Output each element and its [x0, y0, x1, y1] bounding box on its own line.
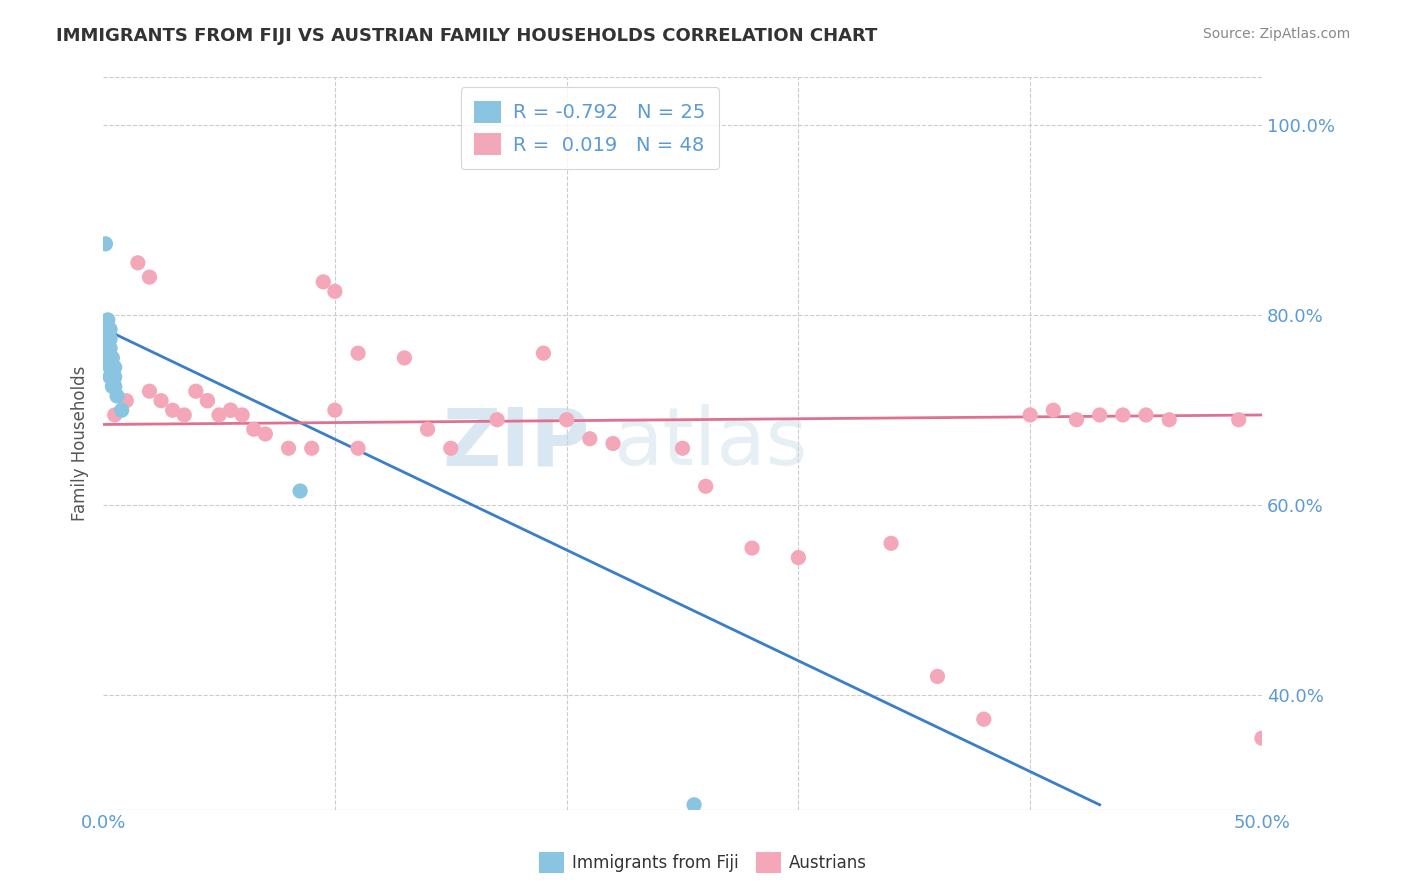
Point [104, 379, 127, 393]
Point [323, 403, 346, 417]
Point [555, 413, 578, 427]
Point [486, 413, 509, 427]
Point [208, 408, 231, 422]
Point [101, 351, 124, 365]
Point [197, 393, 219, 408]
Point [1251, 731, 1274, 746]
Point [94, 322, 117, 336]
Point [347, 346, 370, 360]
Point [98, 351, 121, 365]
Point [1088, 408, 1111, 422]
Text: IMMIGRANTS FROM FIJI VS AUSTRIAN FAMILY HOUSEHOLDS CORRELATION CHART: IMMIGRANTS FROM FIJI VS AUSTRIAN FAMILY … [56, 27, 877, 45]
Point [578, 432, 600, 446]
Point [219, 403, 242, 417]
Point [97, 322, 120, 336]
Point [98, 342, 121, 356]
Point [1066, 413, 1088, 427]
Point [104, 370, 127, 384]
Point [231, 408, 253, 422]
Point [162, 403, 184, 417]
Y-axis label: Family Households: Family Households [72, 366, 89, 521]
Point [127, 256, 149, 270]
Point [97, 351, 120, 365]
Point [105, 389, 128, 403]
Point [115, 393, 138, 408]
Point [741, 541, 763, 555]
Point [97, 313, 120, 327]
Point [94, 236, 117, 251]
Point [440, 442, 463, 456]
Point [104, 408, 127, 422]
Point [97, 332, 120, 346]
Point [101, 360, 124, 375]
Point [98, 370, 121, 384]
Point [347, 442, 370, 456]
Point [602, 436, 624, 450]
Point [416, 422, 439, 436]
Point [101, 370, 124, 384]
Point [683, 797, 706, 812]
Point [101, 379, 124, 393]
Point [973, 712, 995, 726]
Point [1042, 403, 1064, 417]
Point [138, 384, 160, 399]
Text: atlas: atlas [613, 404, 807, 483]
Legend: Immigrants from Fiji, Austrians: Immigrants from Fiji, Austrians [533, 846, 873, 880]
Point [1227, 413, 1250, 427]
Text: ZIP: ZIP [443, 404, 589, 483]
Point [197, 393, 219, 408]
Legend: R = -0.792   N = 25, R =  0.019   N = 48: R = -0.792 N = 25, R = 0.019 N = 48 [461, 87, 718, 169]
Point [242, 422, 264, 436]
Point [301, 442, 323, 456]
Point [288, 483, 311, 498]
Point [98, 322, 121, 336]
Point [94, 342, 117, 356]
Point [219, 403, 242, 417]
Point [1112, 408, 1135, 422]
Point [695, 479, 717, 493]
Point [98, 332, 121, 346]
Point [323, 285, 346, 299]
Point [394, 351, 416, 365]
Point [138, 270, 160, 285]
Point [104, 360, 127, 375]
Point [880, 536, 903, 550]
Point [184, 384, 207, 399]
Point [533, 346, 555, 360]
Point [173, 408, 195, 422]
Point [254, 427, 277, 442]
Point [1135, 408, 1157, 422]
Point [312, 275, 335, 289]
Text: Source: ZipAtlas.com: Source: ZipAtlas.com [1202, 27, 1350, 41]
Point [150, 393, 173, 408]
Point [671, 442, 693, 456]
Point [97, 342, 120, 356]
Point [927, 669, 949, 683]
Point [1159, 413, 1181, 427]
Point [277, 442, 299, 456]
Point [98, 360, 121, 375]
Point [787, 550, 810, 565]
Point [1019, 408, 1042, 422]
Point [111, 403, 134, 417]
